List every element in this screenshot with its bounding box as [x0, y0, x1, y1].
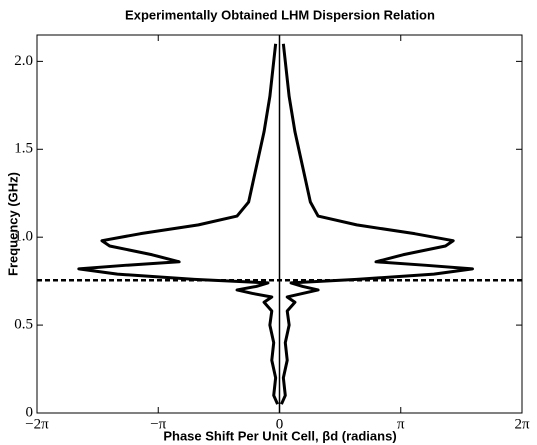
x-tick-label: 0	[276, 416, 284, 432]
y-tick-label: 0.5	[14, 317, 33, 333]
y-tick-label: 1.0	[14, 229, 33, 245]
y-axis-label: Frequency (GHz)	[5, 172, 20, 276]
y-tick-label: 1.5	[14, 141, 33, 157]
x-tick-label: π	[397, 416, 405, 432]
chart-title: Experimentally Obtained LHM Dispersion R…	[125, 7, 435, 22]
dispersion-curve	[280, 43, 474, 405]
x-tick-label: −2π	[25, 416, 49, 432]
dispersion-curve	[77, 43, 279, 405]
x-tick-label: −π	[150, 416, 166, 432]
x-axis-label: Phase Shift Per Unit Cell, βd (radians)	[163, 428, 396, 443]
x-tick-label: 2π	[514, 416, 530, 432]
y-tick-label: 2.0	[14, 53, 33, 69]
y-tick-label: 0	[26, 404, 34, 420]
